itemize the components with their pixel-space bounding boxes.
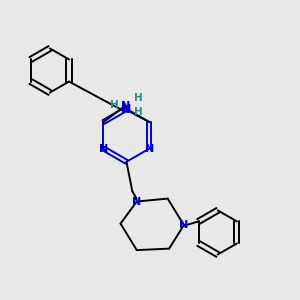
Text: H: H xyxy=(134,107,142,117)
Text: N: N xyxy=(179,220,188,230)
Text: N: N xyxy=(99,143,108,154)
Text: N: N xyxy=(145,143,154,154)
Text: N: N xyxy=(122,104,131,114)
Text: N: N xyxy=(121,101,130,111)
Text: N: N xyxy=(121,105,130,115)
Text: N: N xyxy=(132,196,141,206)
Text: H: H xyxy=(134,94,142,103)
Text: H: H xyxy=(110,100,119,110)
